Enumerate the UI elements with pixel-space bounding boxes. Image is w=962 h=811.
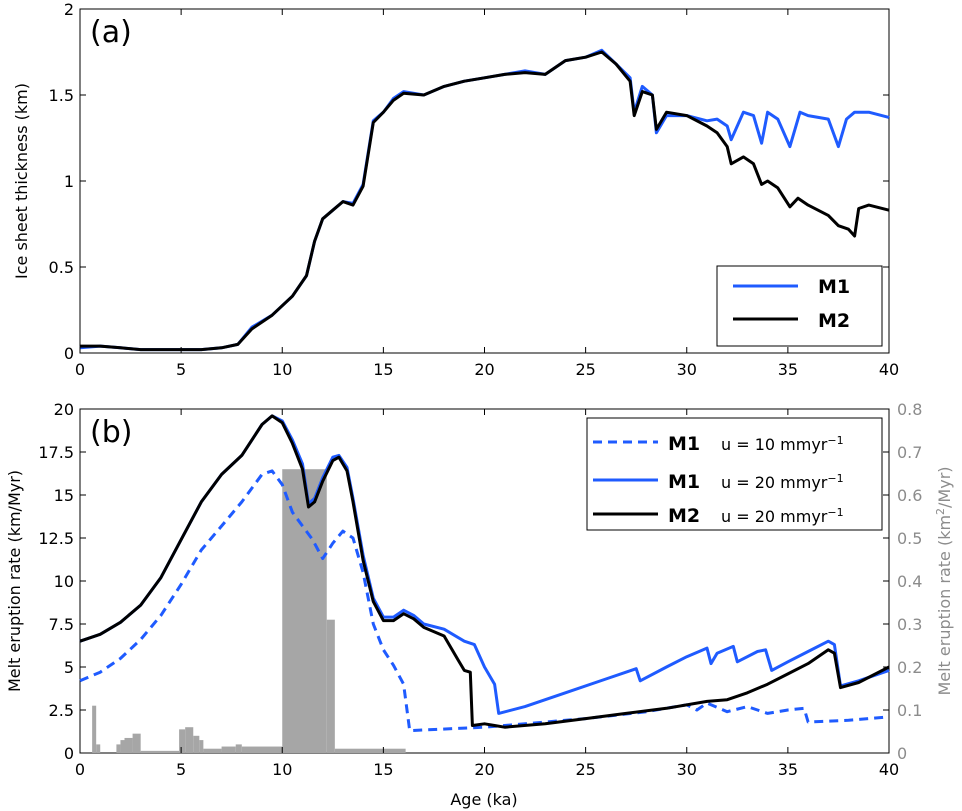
panel-b-series-group <box>79 414 890 733</box>
x-tick-label: 30 <box>677 360 697 379</box>
histogram-bar <box>92 705 97 753</box>
histogram-bar <box>241 746 283 753</box>
histogram-bar <box>96 744 101 753</box>
x-tick-label: 10 <box>272 760 292 779</box>
x-tick-label: 40 <box>879 360 899 379</box>
histogram-bar <box>282 469 327 753</box>
right-y-tick-label: 0.4 <box>897 572 922 591</box>
legend-box <box>586 417 883 531</box>
legend-label-m2: M2 <box>818 310 850 332</box>
right-y-tick-label: 0.8 <box>897 400 922 419</box>
panel-a-series-group <box>79 48 890 352</box>
right-y-tick-label: 0 <box>897 744 907 763</box>
right-y-label-suffix: /Myr) <box>935 466 954 507</box>
legend-label-m2-u20: M2 <box>668 505 700 527</box>
x-tick-label: 25 <box>575 760 595 779</box>
histogram-bar <box>116 744 121 753</box>
panel-b-y-axis-label: Melt eruption rate (km/Myr) <box>5 470 24 692</box>
series-line-m2-1 <box>80 50 890 352</box>
panel-a-legend: M1 M2 <box>716 265 883 347</box>
panel-b-bars-group <box>92 469 406 753</box>
x-tick-label: 40 <box>879 760 899 779</box>
right-y-tick-label: 0.6 <box>897 486 922 505</box>
x-tick-label: 15 <box>373 760 393 779</box>
right-y-tick-label: 0.2 <box>897 658 922 677</box>
legend-param-m1-u10: u = 10 mmyr−1 <box>721 434 844 455</box>
x-tick-label: 35 <box>778 760 798 779</box>
histogram-bar <box>193 735 200 753</box>
panel-b-ticks: 0 5 10 15 20 25 30 35 4002.557.51012.51517.52000… <box>38 400 922 779</box>
histogram-bar <box>124 737 133 753</box>
histogram-bar <box>120 740 125 753</box>
series-line-m2-2 <box>79 414 890 729</box>
legend-label-m1-u10: M1 <box>668 433 700 455</box>
x-tick-label: 20 <box>474 360 494 379</box>
right-y-tick-label: 0.7 <box>897 443 922 462</box>
legend-param-sup: −1 <box>827 472 843 485</box>
y-tick-label: 15 <box>54 486 74 505</box>
x-tick-label: 0 <box>75 360 85 379</box>
legend-param-sup: −1 <box>827 434 843 447</box>
panel-b-chart: 0 5 10 15 20 25 30 35 4002.557.51012.51517.52000… <box>5 400 954 809</box>
panel-b-right-y-axis-label: Melt eruption rate (km2/Myr) <box>934 466 955 695</box>
y-tick-label: 1.5 <box>49 86 74 105</box>
y-tick-label: 2.5 <box>49 701 74 720</box>
histogram-bar <box>326 619 335 753</box>
right-y-label-sup: 2 <box>934 508 947 515</box>
legend-param-text: u = 20 mmyr <box>721 473 828 492</box>
y-tick-label: 0 <box>64 744 74 763</box>
y-tick-label: 17.5 <box>38 443 74 462</box>
right-y-tick-label: 0.5 <box>897 529 922 548</box>
legend-label-m1: M1 <box>818 276 850 298</box>
histogram-bar <box>334 748 406 753</box>
x-tick-label: 15 <box>373 360 393 379</box>
x-tick-label: 25 <box>575 360 595 379</box>
y-tick-label: 0 <box>64 344 74 363</box>
legend-param-sup: −1 <box>827 506 843 519</box>
panel-b-label: (b) <box>90 415 132 450</box>
y-tick-label: 5 <box>64 658 74 677</box>
legend-param-text: u = 20 mmyr <box>721 507 828 526</box>
legend-param-text: u = 10 mmyr <box>721 435 828 454</box>
y-tick-label: 2 <box>64 0 74 19</box>
histogram-bar <box>185 727 194 753</box>
histogram-bar <box>179 729 186 753</box>
right-y-label-prefix: Melt eruption rate (km <box>935 515 954 696</box>
panel-a-ticks: 0 5 10 15 20 25 30 35 40 0 0.5 1 1.5 2 <box>49 0 900 379</box>
panel-b-legend: M1 u = 10 mmyr−1 M1 u = 20 mmyr−1 M2 u =… <box>586 417 883 531</box>
x-tick-label: 10 <box>272 360 292 379</box>
y-tick-label: 0.5 <box>49 258 74 277</box>
legend-label-m1-u20: M1 <box>668 471 700 493</box>
y-tick-label: 20 <box>54 400 74 419</box>
y-tick-label: 7.5 <box>49 615 74 634</box>
histogram-bar <box>140 750 180 753</box>
histogram-bar <box>235 744 242 753</box>
legend-box <box>716 265 883 347</box>
y-tick-label: 12.5 <box>38 529 74 548</box>
x-tick-label: 5 <box>176 360 186 379</box>
panel-a-y-axis-label: Ice sheet thickness (km) <box>12 83 31 279</box>
panel-a-chart: 0 5 10 15 20 25 30 35 40 0 0.5 1 1.5 2 (a) Ice sheet … <box>12 0 899 379</box>
histogram-bar <box>199 740 204 753</box>
x-tick-label: 30 <box>677 760 697 779</box>
right-y-tick-label: 0.1 <box>897 701 922 720</box>
x-tick-label: 0 <box>75 760 85 779</box>
x-tick-label: 20 <box>474 760 494 779</box>
legend-param-m1-u20: u = 20 mmyr−1 <box>721 472 844 493</box>
panel-a-label: (a) <box>90 15 132 50</box>
histogram-bar <box>203 748 222 753</box>
series-line-m1-0 <box>79 469 890 733</box>
histogram-bar <box>132 733 141 753</box>
x-tick-label: 5 <box>176 760 186 779</box>
x-tick-label: 35 <box>778 360 798 379</box>
legend-param-m2-u20: u = 20 mmyr−1 <box>721 506 844 527</box>
right-y-tick-label: 0.3 <box>897 615 922 634</box>
panel-b-x-axis-label: Age (ka) <box>450 790 517 809</box>
y-tick-label: 10 <box>54 572 74 591</box>
histogram-bar <box>221 746 236 753</box>
y-tick-label: 1 <box>64 172 74 191</box>
